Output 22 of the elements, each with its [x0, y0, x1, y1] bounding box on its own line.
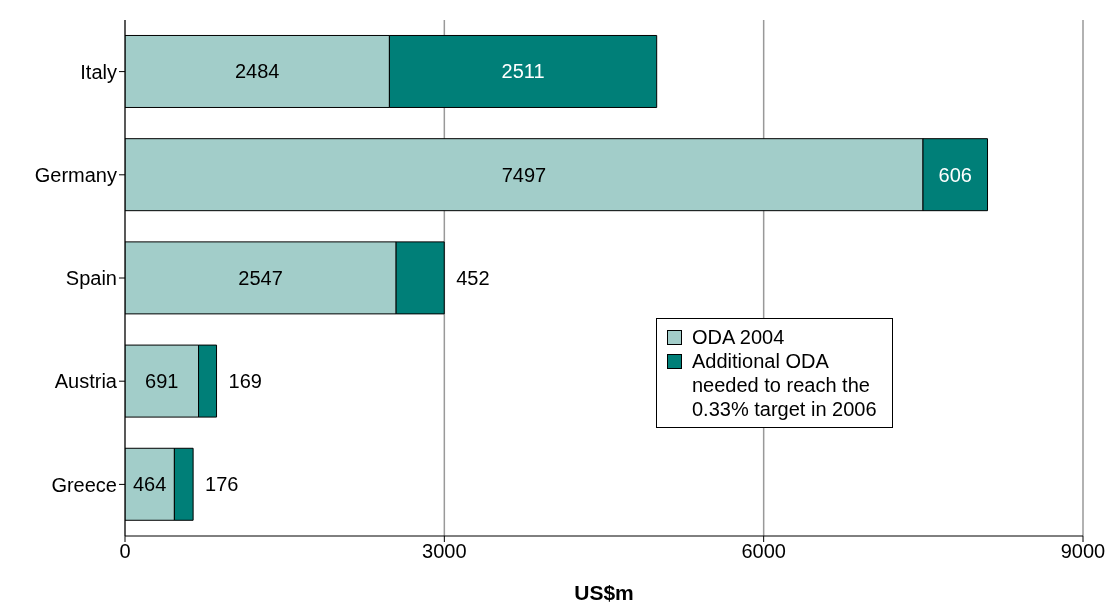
y-tick-label: Spain: [65, 267, 117, 290]
data-label: 169: [228, 370, 262, 393]
data-label: 7497: [501, 163, 547, 186]
data-label: 2511: [501, 60, 545, 83]
legend-label: ODA 2004: [692, 325, 785, 349]
y-tick-label: Greece: [51, 473, 117, 496]
x-tick-label: 9000: [1060, 540, 1106, 563]
x-axis-title: US$m: [574, 581, 634, 604]
data-label: 464: [133, 473, 167, 496]
y-tick-label: Germany: [34, 163, 117, 186]
data-label: 452: [456, 266, 490, 289]
x-tick-label: 0: [119, 540, 131, 563]
data-label: 2484: [234, 60, 280, 83]
x-tick-label: 6000: [741, 540, 786, 563]
data-label: 176: [205, 473, 239, 496]
data-label: 606: [938, 163, 972, 186]
legend-label: Additional ODA needed to reach the 0.33% target in 2006: [692, 349, 878, 421]
x-tick-label: 3000: [422, 540, 467, 563]
y-tick-label: Austria: [54, 370, 118, 393]
data-label: 2547: [238, 266, 283, 289]
y-tick-label: Italy: [80, 60, 117, 83]
data-label: 691: [145, 370, 179, 393]
